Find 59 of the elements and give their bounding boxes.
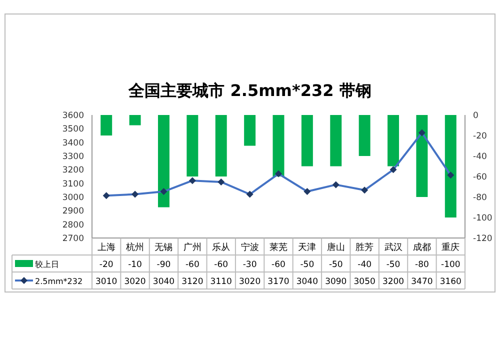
- x-tick-label: 武汉: [384, 242, 402, 253]
- data-label: -80: [415, 260, 429, 270]
- data-label: 3160: [440, 277, 462, 287]
- y-tick-label: 3500: [62, 124, 84, 135]
- legend-label: 2.5mm*232: [35, 277, 83, 286]
- data-label: -60: [272, 260, 286, 270]
- data-label: -100: [441, 260, 460, 270]
- data-label: 3120: [182, 277, 204, 287]
- x-tick-label: 胜芳: [356, 242, 374, 253]
- data-label: 3040: [152, 277, 175, 287]
- data-label: -50: [300, 260, 314, 270]
- x-tick-label: 莱芜: [270, 242, 288, 253]
- data-label: 3090: [325, 277, 347, 287]
- y-tick-label: 2900: [62, 206, 84, 217]
- data-label: -20: [99, 260, 114, 270]
- x-tick-label: 乐从: [212, 242, 230, 253]
- data-label: 3020: [238, 277, 261, 287]
- data-label: -90: [156, 260, 171, 270]
- data-label: -50: [386, 260, 400, 270]
- y-tick-label: 3100: [62, 179, 84, 190]
- y2-tick-label: 0: [473, 111, 478, 121]
- y-tick-label: 2700: [62, 234, 84, 244]
- x-tick-label: 无锡: [154, 242, 173, 253]
- x-tick-label: 杭州: [125, 242, 144, 253]
- y-tick-label: 3300: [62, 152, 84, 162]
- data-label: -60: [185, 260, 200, 270]
- data-label: 3010: [96, 277, 118, 287]
- y2-tick-label: -80: [473, 193, 487, 203]
- data-label: -40: [358, 260, 372, 270]
- y-tick-label: 3200: [62, 166, 84, 176]
- y2-tick-label: -40: [473, 152, 487, 162]
- data-label: -10: [128, 260, 142, 270]
- chart-title: 全国主要城市 2.5mm*232 带钢: [128, 81, 372, 100]
- data-label: -60: [214, 260, 228, 270]
- y2-tick-label: -120: [473, 234, 492, 244]
- data-label: 3170: [268, 277, 290, 287]
- x-tick-label: 天津: [298, 242, 316, 253]
- data-label: 3200: [382, 277, 404, 287]
- x-tick-label: 宁波: [240, 242, 259, 253]
- y2-tick-label: -100: [473, 214, 492, 224]
- y-tick-label: 3400: [62, 138, 84, 148]
- data-label: -30: [242, 260, 257, 270]
- x-tick-label: 成都: [412, 242, 431, 253]
- x-tick-label: 唐山: [326, 242, 345, 253]
- x-tick-label: 广州: [183, 242, 202, 253]
- data-label: 3050: [354, 277, 376, 287]
- x-tick-label: 重庆: [442, 242, 460, 253]
- data-label: -50: [328, 260, 343, 270]
- data-label: 3110: [210, 277, 232, 287]
- data-label: 3470: [411, 277, 433, 287]
- y2-tick-label: -60: [473, 172, 487, 182]
- y-tick-label: 2800: [62, 220, 84, 230]
- data-label: 3020: [124, 277, 146, 287]
- y2-tick-label: -20: [473, 132, 487, 142]
- legend-label: 较上日: [35, 260, 59, 269]
- y-tick-label: 3000: [62, 193, 84, 203]
- y-tick-label: 3600: [62, 111, 84, 121]
- x-tick-label: 上海: [97, 242, 116, 253]
- data-label: 3040: [296, 277, 318, 287]
